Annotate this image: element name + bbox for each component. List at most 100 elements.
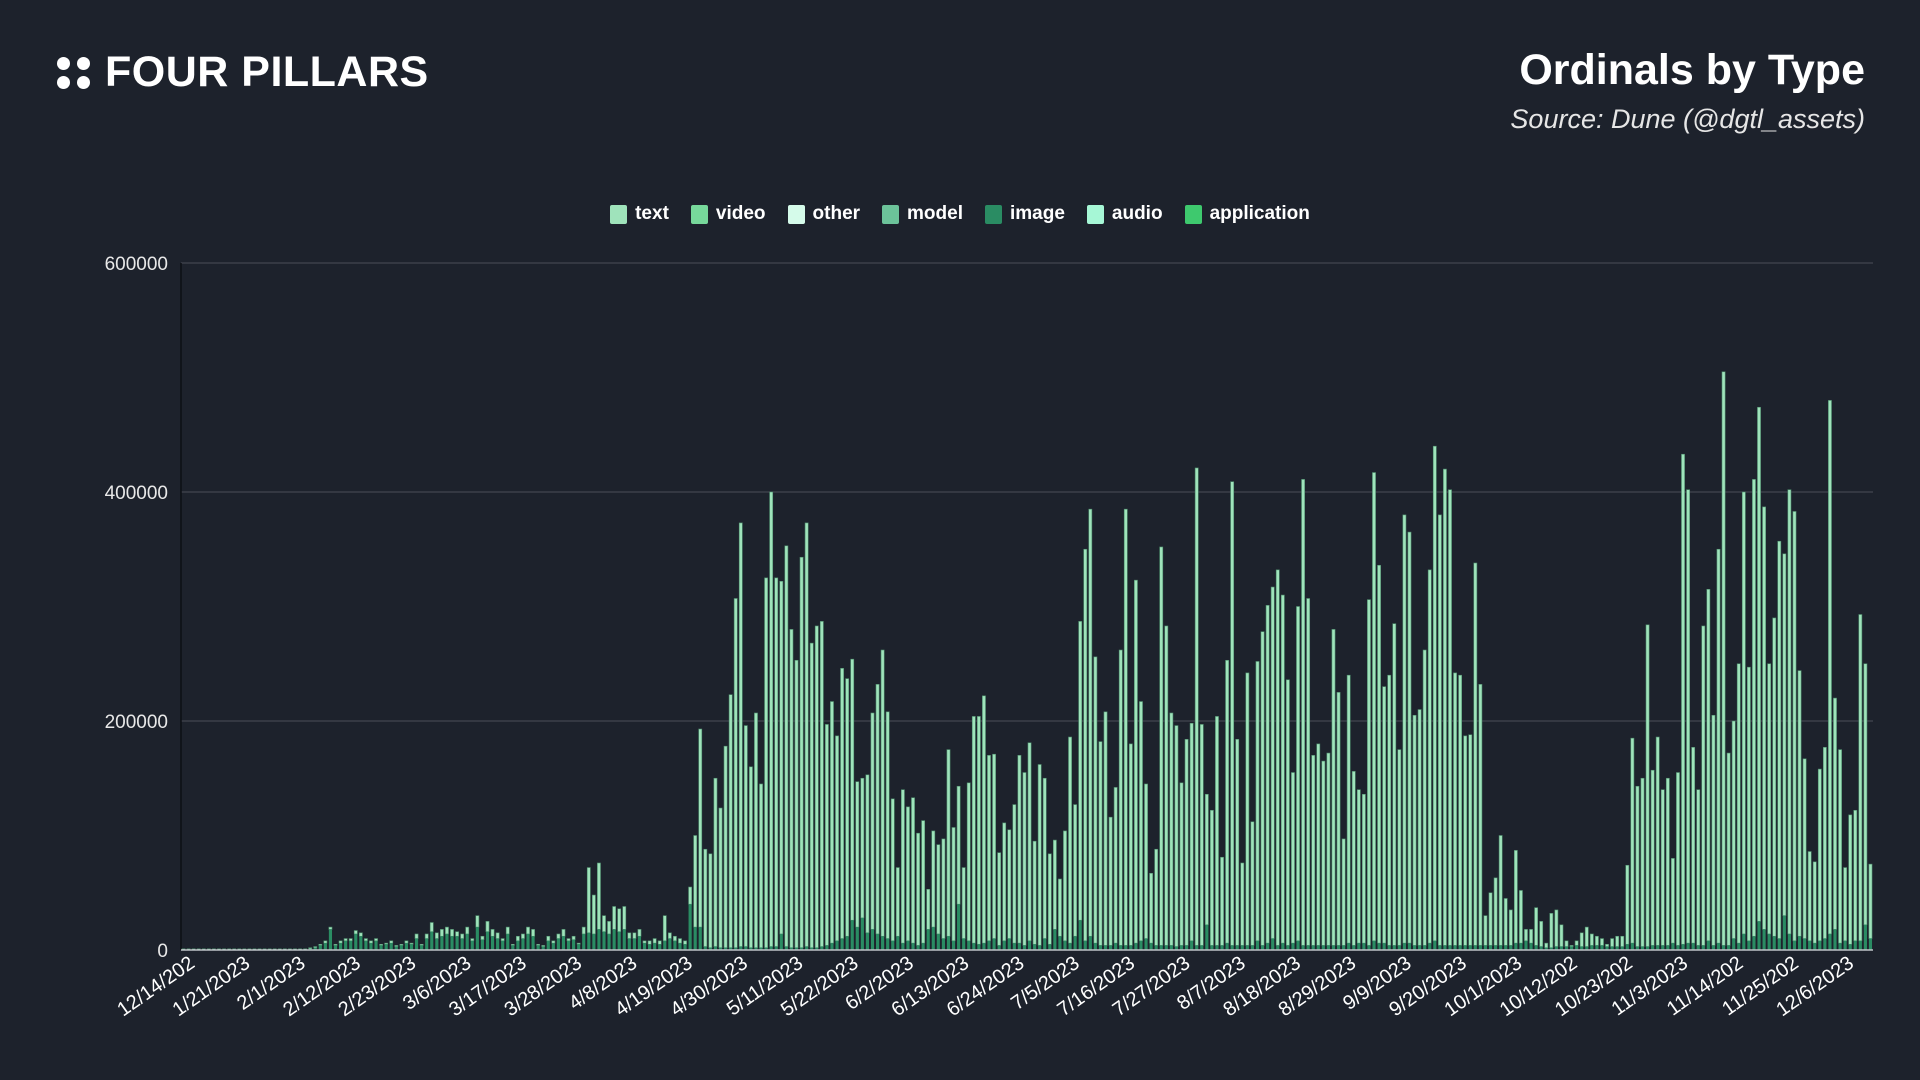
- bar-image: [1645, 946, 1650, 950]
- bar-text: [1453, 672, 1457, 946]
- bar-text: [1027, 742, 1032, 942]
- bar-text: [536, 943, 541, 946]
- bar-image: [1301, 945, 1305, 950]
- legend-swatch: [787, 204, 805, 224]
- bar-text: [1823, 747, 1827, 939]
- legend-item-image[interactable]: image: [984, 203, 1065, 225]
- bar-text: [845, 678, 850, 937]
- bar-image: [987, 940, 991, 950]
- bar-text: [794, 660, 799, 949]
- bar-image: [1159, 945, 1163, 950]
- legend-label: audio: [1111, 203, 1163, 224]
- bar-image: [536, 945, 540, 950]
- legend-swatch: [1184, 204, 1202, 224]
- bar-image: [637, 936, 642, 950]
- bar-text: [1108, 816, 1113, 946]
- legend-item-video[interactable]: video: [690, 203, 766, 225]
- bar-text: [799, 556, 804, 949]
- bar-text: [602, 915, 606, 932]
- bar-text: [1716, 548, 1721, 944]
- bar-image: [896, 936, 900, 950]
- bar-image: [531, 936, 535, 950]
- bar-image: [1149, 943, 1153, 950]
- bar-text: [318, 943, 323, 946]
- bar-text: [895, 867, 900, 937]
- bar-image: [425, 938, 429, 950]
- bar-image: [1696, 945, 1700, 950]
- bar-text: [1858, 614, 1863, 942]
- legend-item-model[interactable]: model: [882, 203, 963, 225]
- bar-image: [663, 940, 667, 950]
- bar-text: [662, 915, 667, 942]
- bar-image: [1124, 945, 1128, 950]
- bar-text: [1210, 810, 1214, 946]
- bar-text: [1650, 769, 1655, 946]
- bar-image: [1083, 940, 1087, 950]
- bar-text: [566, 938, 571, 942]
- bar-image: [1129, 945, 1133, 950]
- bar-text: [1767, 663, 1772, 935]
- bar-text: [445, 926, 449, 935]
- bar-image: [1792, 940, 1797, 950]
- bar-image: [658, 944, 662, 950]
- bar-image: [1296, 940, 1300, 950]
- bar-text: [1164, 625, 1169, 946]
- bar-text: [1797, 670, 1802, 937]
- bar-text: [1159, 546, 1164, 946]
- bar-image: [1833, 929, 1837, 950]
- bar-image: [333, 945, 338, 950]
- bar-text: [1326, 752, 1331, 946]
- bar-text: [708, 853, 713, 949]
- bar-image: [516, 940, 520, 950]
- bar-text: [551, 940, 556, 944]
- bar-text: [1701, 625, 1706, 946]
- legend-item-text[interactable]: text: [610, 203, 669, 225]
- bar-image: [577, 944, 581, 950]
- bar-text: [1437, 514, 1442, 946]
- bar-image: [1529, 943, 1533, 950]
- bar-image: [1808, 940, 1812, 950]
- bar-text: [1503, 898, 1508, 946]
- bar-image: [445, 933, 449, 950]
- bar-text: [1630, 737, 1635, 944]
- legend-label: image: [1009, 203, 1065, 224]
- bar-image: [1407, 943, 1412, 950]
- bar-image: [825, 945, 829, 950]
- bar-text: [1681, 453, 1685, 945]
- bar-image: [1706, 940, 1710, 950]
- bar-image: [349, 940, 353, 950]
- bar-image: [617, 931, 621, 950]
- bar-image: [1701, 945, 1705, 950]
- bar-text: [743, 725, 748, 947]
- bar-image: [1002, 940, 1006, 950]
- bar-image: [1276, 945, 1280, 950]
- bar-image: [1620, 946, 1624, 950]
- bar-image: [1519, 943, 1523, 950]
- bar-image: [951, 940, 956, 950]
- bar-image: [521, 938, 525, 950]
- bar-image: [911, 943, 915, 950]
- bar-image: [1443, 945, 1447, 950]
- bar-text: [1595, 935, 1599, 946]
- bar-image: [1853, 940, 1857, 950]
- legend-item-other[interactable]: other: [787, 203, 860, 225]
- bar-text: [1665, 777, 1670, 946]
- bar-image: [1245, 945, 1249, 950]
- bar-image: [1509, 945, 1513, 950]
- bar-text: [1731, 720, 1736, 939]
- bar-text: [1757, 406, 1761, 922]
- bar-image: [1357, 943, 1361, 950]
- bar-text: [1022, 772, 1027, 946]
- bar-text: [510, 943, 515, 946]
- bar-text: [966, 782, 971, 942]
- bar-text: [774, 577, 779, 947]
- bar-text: [987, 755, 991, 942]
- legend-item-application[interactable]: application: [1184, 203, 1310, 225]
- bar-text: [1544, 942, 1549, 949]
- bar-text: [1777, 540, 1782, 939]
- bar-text: [703, 848, 708, 947]
- bar-text: [1073, 804, 1077, 937]
- legend-item-audio[interactable]: audio: [1086, 203, 1163, 225]
- bar-text: [1372, 472, 1376, 942]
- bar-image: [1463, 945, 1467, 950]
